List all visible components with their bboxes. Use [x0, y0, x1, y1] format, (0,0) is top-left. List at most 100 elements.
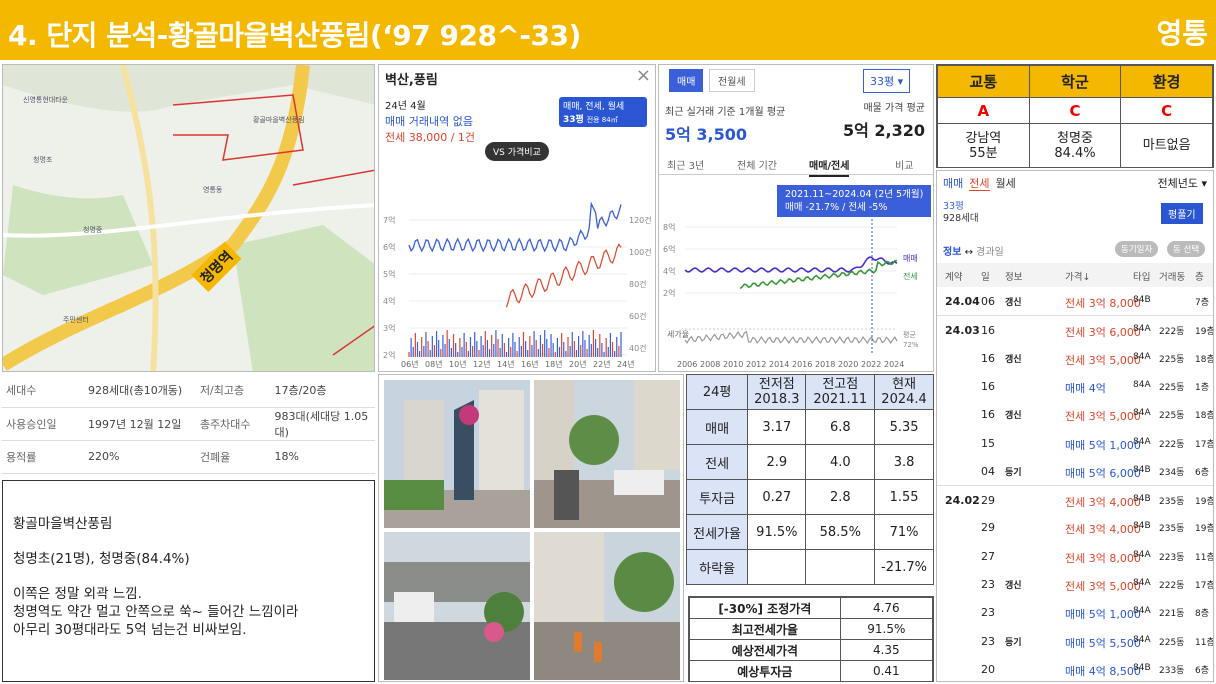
size-select[interactable]: 33평 ▾ — [863, 69, 911, 93]
price: 전세 3억 6,000 — [1065, 326, 1141, 340]
summary-label: 예상전세가격 — [689, 639, 841, 661]
x-tick: 14년 — [497, 359, 515, 369]
note-line: 황골마을벽산풍림 — [13, 516, 113, 532]
table-row[interactable]: 24.04 06 갱신 전세 3억 8,000 84B 7층 — [937, 287, 1213, 315]
building: 222동 — [1159, 327, 1185, 338]
building: 222동 — [1159, 439, 1185, 450]
table-row[interactable]: 24.03 16 전세 3억 6,000 84A 222동 19층 — [937, 315, 1213, 343]
table-header: 계약 일 정보 가격↓ 타입 거래동 층 — [937, 263, 1213, 287]
grade-detail: 청명중 84.4% — [1028, 123, 1122, 167]
grade-header: 교통 — [937, 65, 1030, 98]
price: 전세 3억 5,000 — [1065, 353, 1141, 367]
building: 225동 — [1159, 382, 1185, 393]
close-icon[interactable]: × — [635, 65, 651, 86]
table-row[interactable]: 27 전세 3억 8,000 84A 223동 11층 — [937, 542, 1214, 570]
map-label: 주민센터 — [63, 316, 89, 324]
x-tick: 2014 — [769, 360, 789, 369]
x-tick: 24년 — [617, 359, 635, 369]
info-value: 983대(세대당 1.05대) — [270, 407, 375, 441]
photo-grid — [378, 374, 684, 682]
row-label: 전세 — [686, 444, 749, 480]
chip-building[interactable]: 동 선택 — [1167, 241, 1206, 257]
listing-price: 5억 2,320 — [842, 121, 925, 140]
info-row: 세대수 928세대(총10개동) 저/최고층 17층/20층 — [2, 374, 375, 408]
info-tag: 갱신 — [1005, 411, 1022, 422]
elapsed-label: 경과일 — [976, 247, 1004, 258]
table-row[interactable]: 29 전세 3억 4,000 84B 235동 19층 — [937, 513, 1213, 541]
floor: 1층 — [1195, 382, 1210, 393]
tab-sale[interactable]: 매매 — [943, 177, 964, 190]
table-row[interactable]: 23 등기 매매 5억 5,500 84A 225동 11층 — [937, 627, 1213, 655]
table-row: 전세가율 91.5% 58.5% 71% — [686, 514, 934, 550]
day: 06 — [981, 295, 995, 308]
sale-trend-line — [684, 256, 898, 273]
info-tag: 등기 — [1005, 637, 1022, 648]
table-row[interactable]: 04 등기 매매 5억 6,000 84B 234동 6층 — [937, 457, 1213, 485]
chip-date[interactable]: 동기일자 — [1115, 241, 1159, 257]
price: 전세 3억 8,000 — [1065, 297, 1141, 310]
info-key: 총주차대수 — [195, 407, 271, 441]
day: 16 — [981, 324, 995, 338]
cell-value: 58.5% — [805, 514, 876, 550]
info-toggle[interactable]: 정보 ↔ 경과일 — [943, 247, 1004, 258]
table-row[interactable]: 16 매매 4억 84A 225동 1층 — [937, 372, 1213, 400]
type: 84A — [1133, 606, 1151, 617]
transaction-panel: 매매 전세 월세 전체년도 ▾ 33평 928세대 평풀기 정보 ↔ 경과일 동기일… — [936, 170, 1214, 682]
filter-box[interactable]: 매매, 전세, 월세 33평 전용 84㎡ — [559, 97, 647, 127]
table-row[interactable]: 16 갱신 전세 3억 5,000 84A 225동 18층 — [937, 344, 1213, 372]
table-row[interactable]: 20 매매 4억 8,500 84B 233동 6층 — [937, 655, 1213, 681]
grade-value: C — [1120, 97, 1213, 124]
table-row[interactable]: 23 매매 5억 1,000 84A 221동 8층 — [937, 598, 1213, 626]
y2-tick: 40건 — [629, 343, 647, 353]
type: 84A — [1133, 324, 1151, 335]
cell-value: 71% — [874, 514, 934, 550]
x-tick: 20년 — [569, 359, 587, 369]
contract-month: 24.04 — [945, 295, 980, 308]
avg-price: 5억 3,500 — [665, 125, 748, 144]
grade-detail: 마트없음 — [1120, 123, 1213, 167]
type: 84A — [1133, 408, 1151, 419]
table-row[interactable]: 24.02 29 전세 3억 4,000 84B 235동 19층 — [937, 485, 1213, 513]
type: 84B — [1133, 662, 1151, 673]
type: 84B — [1133, 521, 1151, 532]
tab-rent[interactable]: 전월세 — [709, 69, 755, 92]
day: 04 — [981, 464, 995, 478]
tab-sale[interactable]: 매매 — [669, 69, 704, 92]
column-header: 계약 — [945, 272, 963, 283]
grade-table: 교통 학군 환경 A C C 강남역 55분 청명중 84.4% 마트없음 — [936, 64, 1214, 168]
note-line: 청명초(21명), 청명중(84.4%) — [13, 551, 190, 567]
floor: 11층 — [1195, 552, 1214, 563]
map-graphic — [3, 65, 374, 371]
legend-jeonse: 전세 — [903, 271, 918, 281]
y-tick: 2억 — [383, 350, 395, 360]
floor: 7층 — [1195, 298, 1210, 308]
cell-value: 5.35 — [874, 409, 934, 445]
location-map[interactable]: 청명역 신영통현대타운 청명초 청명중 황골마을벽산풍림 영통동 주민센터 — [2, 64, 375, 372]
cell-value: 2.9 — [747, 444, 807, 480]
tab-monthly[interactable]: 월세 — [995, 177, 1016, 190]
building: 225동 — [1159, 354, 1185, 365]
cell-value: 3.17 — [747, 409, 807, 445]
comparison-table: 24평 전저점 2018.3 전고점 2021.11 현재 2024.4 매매 3.17 6… — [686, 374, 934, 594]
table-row[interactable]: 15 매매 5억 1,000 84A 222동 17층 — [937, 429, 1213, 457]
table-row: 전세 2.9 4.0 3.8 — [686, 444, 934, 480]
x-tick: 2016 — [792, 360, 812, 369]
table-row[interactable]: 16 갱신 전세 3억 5,000 84A 225동 18층 — [937, 400, 1213, 428]
type: 84A — [1133, 549, 1151, 560]
trend-panel: 매매 전월세 33평 ▾ 최근 실거래 기준 1개월 평균 5억 3,500 매… — [658, 64, 934, 372]
info-row: 용적률 220% 건폐율 18% — [2, 440, 375, 474]
table-header: 현재 2024.4 — [874, 374, 934, 410]
column-header: 거래동 — [1159, 272, 1186, 283]
tab-jeonse[interactable]: 전세 — [969, 177, 990, 191]
price: 전세 3억 8,000 — [1065, 551, 1141, 565]
plan-button[interactable]: 평풀기 — [1161, 203, 1203, 224]
day: 15 — [981, 436, 995, 450]
info-key: 사용승인일 — [2, 407, 85, 441]
map-label: 청명초 — [33, 156, 53, 164]
table-row[interactable]: 23 갱신 전세 3억 5,000 84A 222동 17층 — [937, 570, 1213, 598]
price: 전세 3억 5,000 — [1065, 410, 1141, 424]
compare-button[interactable]: VS 가격비교 — [485, 142, 549, 161]
info-key: 건폐율 — [195, 440, 271, 474]
listing-label: 매물 가격 평균 — [863, 103, 925, 114]
period-select[interactable]: 전체년도 ▾ — [1157, 175, 1207, 191]
